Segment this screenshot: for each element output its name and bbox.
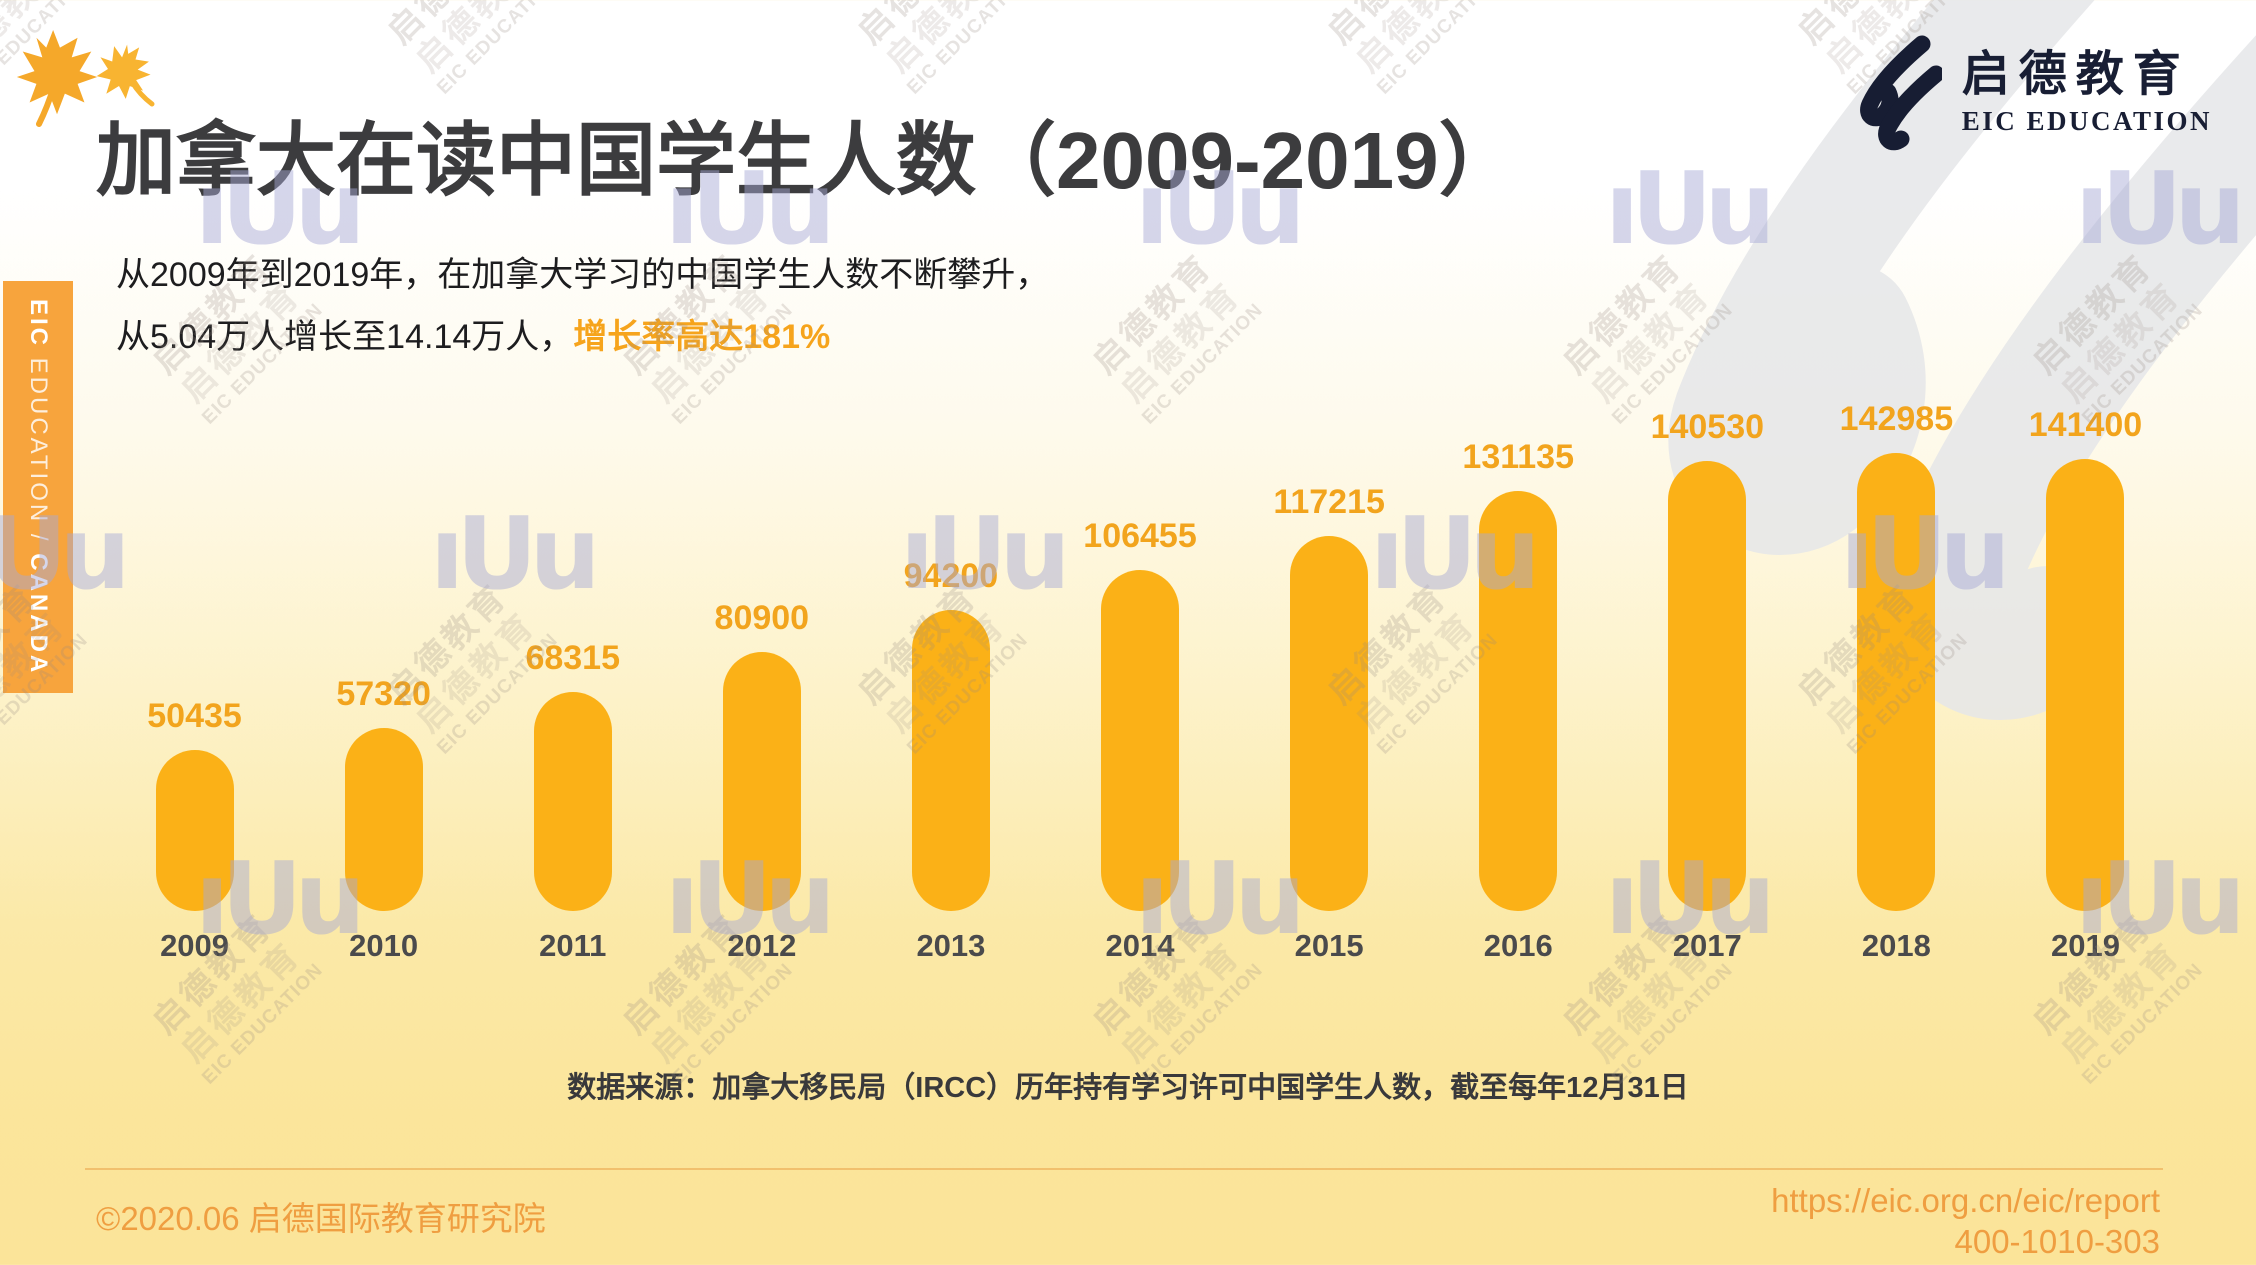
source-note: 数据来源：加拿大移民局（IRCC）历年持有学习许可中国学生人数，截至每年12月3… xyxy=(567,1072,1689,1104)
logo-name-en: EIC EDUCATION xyxy=(1961,105,2212,136)
x-axis-label: 2012 xyxy=(727,928,797,963)
bar-value-label: 141400 xyxy=(2028,406,2143,444)
logo-name-cn: 启德教育 xyxy=(1961,48,2190,102)
eic-logo-icon xyxy=(1859,35,1942,151)
phone-number: 400-1010-303 xyxy=(1954,1223,2160,1260)
bar-value-label: 142985 xyxy=(1839,400,1954,438)
x-axis-label: 2015 xyxy=(1294,928,1364,963)
bar xyxy=(1479,491,1558,911)
bar xyxy=(344,728,423,911)
x-axis-label: 2009 xyxy=(160,928,230,963)
intro-text: 从2009年到2019年，在加拿大学习的中国学生人数不断攀升， 从5.04万人增… xyxy=(116,244,1049,368)
page-title: 加拿大在读中国学生人数（2009-2019） xyxy=(96,115,1519,205)
bar-value-label: 68315 xyxy=(525,639,620,677)
bar-value-label: 106455 xyxy=(1083,517,1197,555)
chart-column: 50435 2009 xyxy=(100,696,289,965)
report-url: https://eic.org.cn/eic/report xyxy=(1771,1182,2160,1219)
bar xyxy=(1668,461,1747,911)
bar xyxy=(1101,570,1180,911)
sidebar-tab-label: EIC EDUCATION / CANADA xyxy=(25,299,52,676)
chart-column: 94200 2013 xyxy=(856,556,1045,965)
sidebar-tab-canada: EIC EDUCATION / CANADA xyxy=(3,281,73,693)
chart-column: 140530 2017 xyxy=(1613,407,1802,965)
bar-value-label: 117215 xyxy=(1273,483,1385,521)
eic-logo: 启德教育 EIC EDUCATION xyxy=(1838,34,2212,152)
bar-value-label: 140530 xyxy=(1650,408,1765,446)
bar-chart: 50435 2009 57320 2010 68315 2011 80900 2012 9420… xyxy=(100,399,2180,965)
x-axis-label: 2014 xyxy=(1105,928,1175,963)
bar-value-label: 94200 xyxy=(903,557,999,595)
footer-divider xyxy=(85,1168,2163,1170)
chart-column: 141400 2019 xyxy=(1991,405,2180,965)
copyright-text: ©2020.06 启德国际教育研究院 xyxy=(96,1200,546,1237)
bar xyxy=(1290,536,1369,911)
x-axis-label: 2013 xyxy=(916,928,986,963)
bar-value-label: 57320 xyxy=(336,675,431,713)
footer-contact: https://eic.org.cn/eic/report 400-1010-3… xyxy=(1771,1180,2160,1262)
intro-line-2: 从5.04万人增长至14.14万人，增长率高达181% xyxy=(116,318,831,356)
bar xyxy=(2046,459,2125,911)
chart-column: 57320 2010 xyxy=(289,674,478,965)
bar-value-label: 80900 xyxy=(714,599,810,637)
chart-column: 106455 2014 xyxy=(1045,516,1234,965)
maple-leaf-icon xyxy=(16,29,163,127)
growth-rate-highlight: 增长率高达181% xyxy=(573,318,831,356)
chart-column: 131135 2016 xyxy=(1424,437,1613,965)
bar xyxy=(911,610,990,911)
x-axis-label: 2011 xyxy=(539,928,607,963)
bar-value-label: 131135 xyxy=(1462,438,1574,476)
bar xyxy=(722,652,801,911)
bar-value-label: 50435 xyxy=(147,697,242,735)
x-axis-label: 2016 xyxy=(1483,928,1553,963)
chart-column: 142985 2018 xyxy=(1802,399,1991,965)
x-axis-label: 2017 xyxy=(1672,928,1742,963)
chart-column: 80900 2012 xyxy=(667,598,856,965)
bar xyxy=(155,750,234,911)
chart-column: 117215 2015 xyxy=(1235,482,1424,965)
x-axis-label: 2019 xyxy=(2051,928,2120,963)
bar xyxy=(1857,453,1936,911)
x-axis-label: 2010 xyxy=(349,928,419,963)
bar xyxy=(533,692,612,911)
x-axis-label: 2018 xyxy=(1861,928,1931,963)
chart-column: 68315 2011 xyxy=(478,638,667,965)
intro-line-1: 从2009年到2019年，在加拿大学习的中国学生人数不断攀升， xyxy=(116,256,1050,294)
